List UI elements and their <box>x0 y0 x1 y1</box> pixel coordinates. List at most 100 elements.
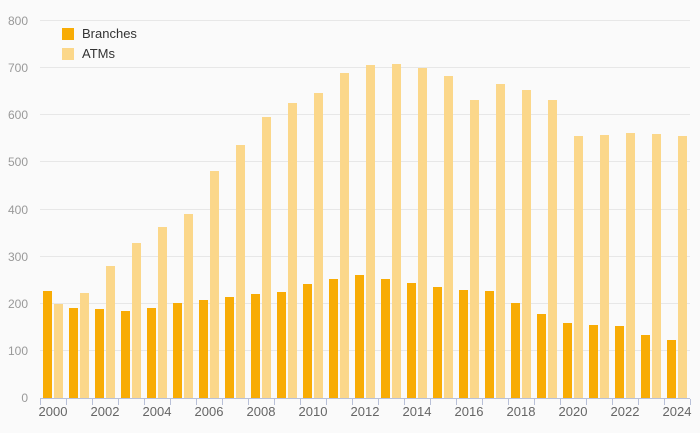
branches-bar-2022[interactable] <box>615 326 624 398</box>
atms-bar-2008[interactable] <box>262 116 271 398</box>
branches-bar-2008[interactable] <box>251 294 260 398</box>
x-axis-tick <box>326 399 327 405</box>
branches-bar-2024[interactable] <box>667 340 676 398</box>
branches-bar-2001[interactable] <box>69 307 78 398</box>
x-axis-label-2012: 2012 <box>350 404 380 419</box>
atms-bar-2024[interactable] <box>678 136 687 398</box>
x-axis-tick <box>40 399 41 405</box>
atms-bar-2020[interactable] <box>574 136 583 398</box>
x-axis-label-2004: 2004 <box>142 404 172 419</box>
x-axis-tick <box>66 399 67 405</box>
branches-bar-2023[interactable] <box>641 335 650 398</box>
branches-bar-2010[interactable] <box>303 284 312 398</box>
branches-bar-2013[interactable] <box>381 278 390 398</box>
x-axis-label-2018: 2018 <box>506 404 536 419</box>
gridline-200 <box>40 302 690 304</box>
atms-bar-2000[interactable] <box>54 303 63 398</box>
bar-groups <box>40 21 690 398</box>
legend-item-atms[interactable]: ATMs <box>62 47 137 60</box>
atms-bar-2019[interactable] <box>548 99 557 398</box>
atms-bar-2003[interactable] <box>132 242 141 398</box>
atms-bar-2010[interactable] <box>314 92 323 398</box>
branches-bar-2009[interactable] <box>277 291 286 398</box>
x-axis-label-2022: 2022 <box>610 404 640 419</box>
x-axis-tick <box>404 399 405 405</box>
branches-bar-2020[interactable] <box>563 322 572 398</box>
atms-bar-2007[interactable] <box>236 145 245 398</box>
atms-bar-2018[interactable] <box>522 90 531 398</box>
legend-item-branches[interactable]: Branches <box>62 27 137 40</box>
atms-bar-2004[interactable] <box>158 227 167 398</box>
x-axis-label-2006: 2006 <box>194 404 224 419</box>
atms-bar-2023[interactable] <box>652 133 661 398</box>
branches-bar-2003[interactable] <box>121 310 130 398</box>
branches-bar-2002[interactable] <box>95 309 104 398</box>
branches-bar-2005[interactable] <box>173 302 182 398</box>
branches-bar-2017[interactable] <box>485 291 494 398</box>
branches-bar-2004[interactable] <box>147 308 156 398</box>
x-axis-label-2024: 2024 <box>662 404 692 419</box>
branches-bar-2018[interactable] <box>511 302 520 398</box>
branches-bar-2012[interactable] <box>355 275 364 398</box>
x-axis-label-2000: 2000 <box>38 404 68 419</box>
x-axis-tick <box>612 399 613 405</box>
bar-group-2023 <box>638 21 664 398</box>
x-axis-label-2020: 2020 <box>558 404 588 419</box>
atms-bar-2015[interactable] <box>444 75 453 398</box>
bar-group-2016 <box>456 21 482 398</box>
x-axis-tick <box>222 399 223 405</box>
bar-group-2004 <box>144 21 170 398</box>
bar-group-2017 <box>482 21 508 398</box>
branches-bar-2000[interactable] <box>43 291 52 398</box>
x-axis-tick <box>690 399 691 405</box>
x-axis-label-2008: 2008 <box>246 404 276 419</box>
branches-bar-2015[interactable] <box>433 286 442 398</box>
bar-group-2022 <box>612 21 638 398</box>
atms-bar-2005[interactable] <box>184 214 193 398</box>
gridline-700 <box>40 67 690 69</box>
bar-group-2013 <box>378 21 404 398</box>
atms-bar-2021[interactable] <box>600 134 609 398</box>
branches-bar-2021[interactable] <box>589 324 598 398</box>
branches-bar-2016[interactable] <box>459 290 468 398</box>
legend-label-branches: Branches <box>82 26 137 41</box>
y-axis-tick-label: 300 <box>7 249 28 264</box>
atms-bar-2006[interactable] <box>210 170 219 398</box>
atms-bar-2012[interactable] <box>366 64 375 398</box>
branches-swatch-icon <box>62 27 74 40</box>
x-axis-tick <box>664 399 665 405</box>
atms-bar-2013[interactable] <box>392 63 401 398</box>
x-axis-tick <box>92 399 93 405</box>
bar-group-2014 <box>404 21 430 398</box>
x-axis-tick <box>170 399 171 405</box>
legend-label-atms: ATMs <box>82 46 115 61</box>
branches-bar-2014[interactable] <box>407 283 416 398</box>
bar-group-2005 <box>170 21 196 398</box>
x-axis-ticks <box>40 399 691 405</box>
x-axis-label-2014: 2014 <box>402 404 432 419</box>
branches-bar-2006[interactable] <box>199 299 208 398</box>
atms-bar-2009[interactable] <box>288 103 297 398</box>
y-axis-tick-label: 800 <box>7 14 28 28</box>
x-axis-tick <box>638 399 639 405</box>
atms-bar-2017[interactable] <box>496 83 505 398</box>
x-axis-tick <box>300 399 301 405</box>
x-axis-labels: 2000 2002 2004 2006 2008 2010 2012 2014 2016 2018… <box>38 404 692 423</box>
bar-group-2008 <box>248 21 274 398</box>
bar-group-2012 <box>352 21 378 398</box>
branches-bar-2019[interactable] <box>537 313 546 398</box>
y-axis-tick-label: 0 <box>21 391 28 405</box>
atms-bar-2011[interactable] <box>340 72 349 398</box>
bar-group-2024 <box>664 21 690 398</box>
atms-bar-2022[interactable] <box>626 133 635 398</box>
x-axis-tick <box>534 399 535 405</box>
atms-bar-2002[interactable] <box>106 266 115 398</box>
atms-bar-2014[interactable] <box>418 68 427 398</box>
atms-bar-2016[interactable] <box>470 99 479 398</box>
branches-bar-2011[interactable] <box>329 278 338 398</box>
atms-swatch-icon <box>62 47 74 60</box>
atms-bar-2001[interactable] <box>80 293 89 398</box>
branches-bar-2007[interactable] <box>225 296 234 398</box>
y-axis-tick-label: 100 <box>7 343 28 358</box>
bar-group-2015 <box>430 21 456 398</box>
